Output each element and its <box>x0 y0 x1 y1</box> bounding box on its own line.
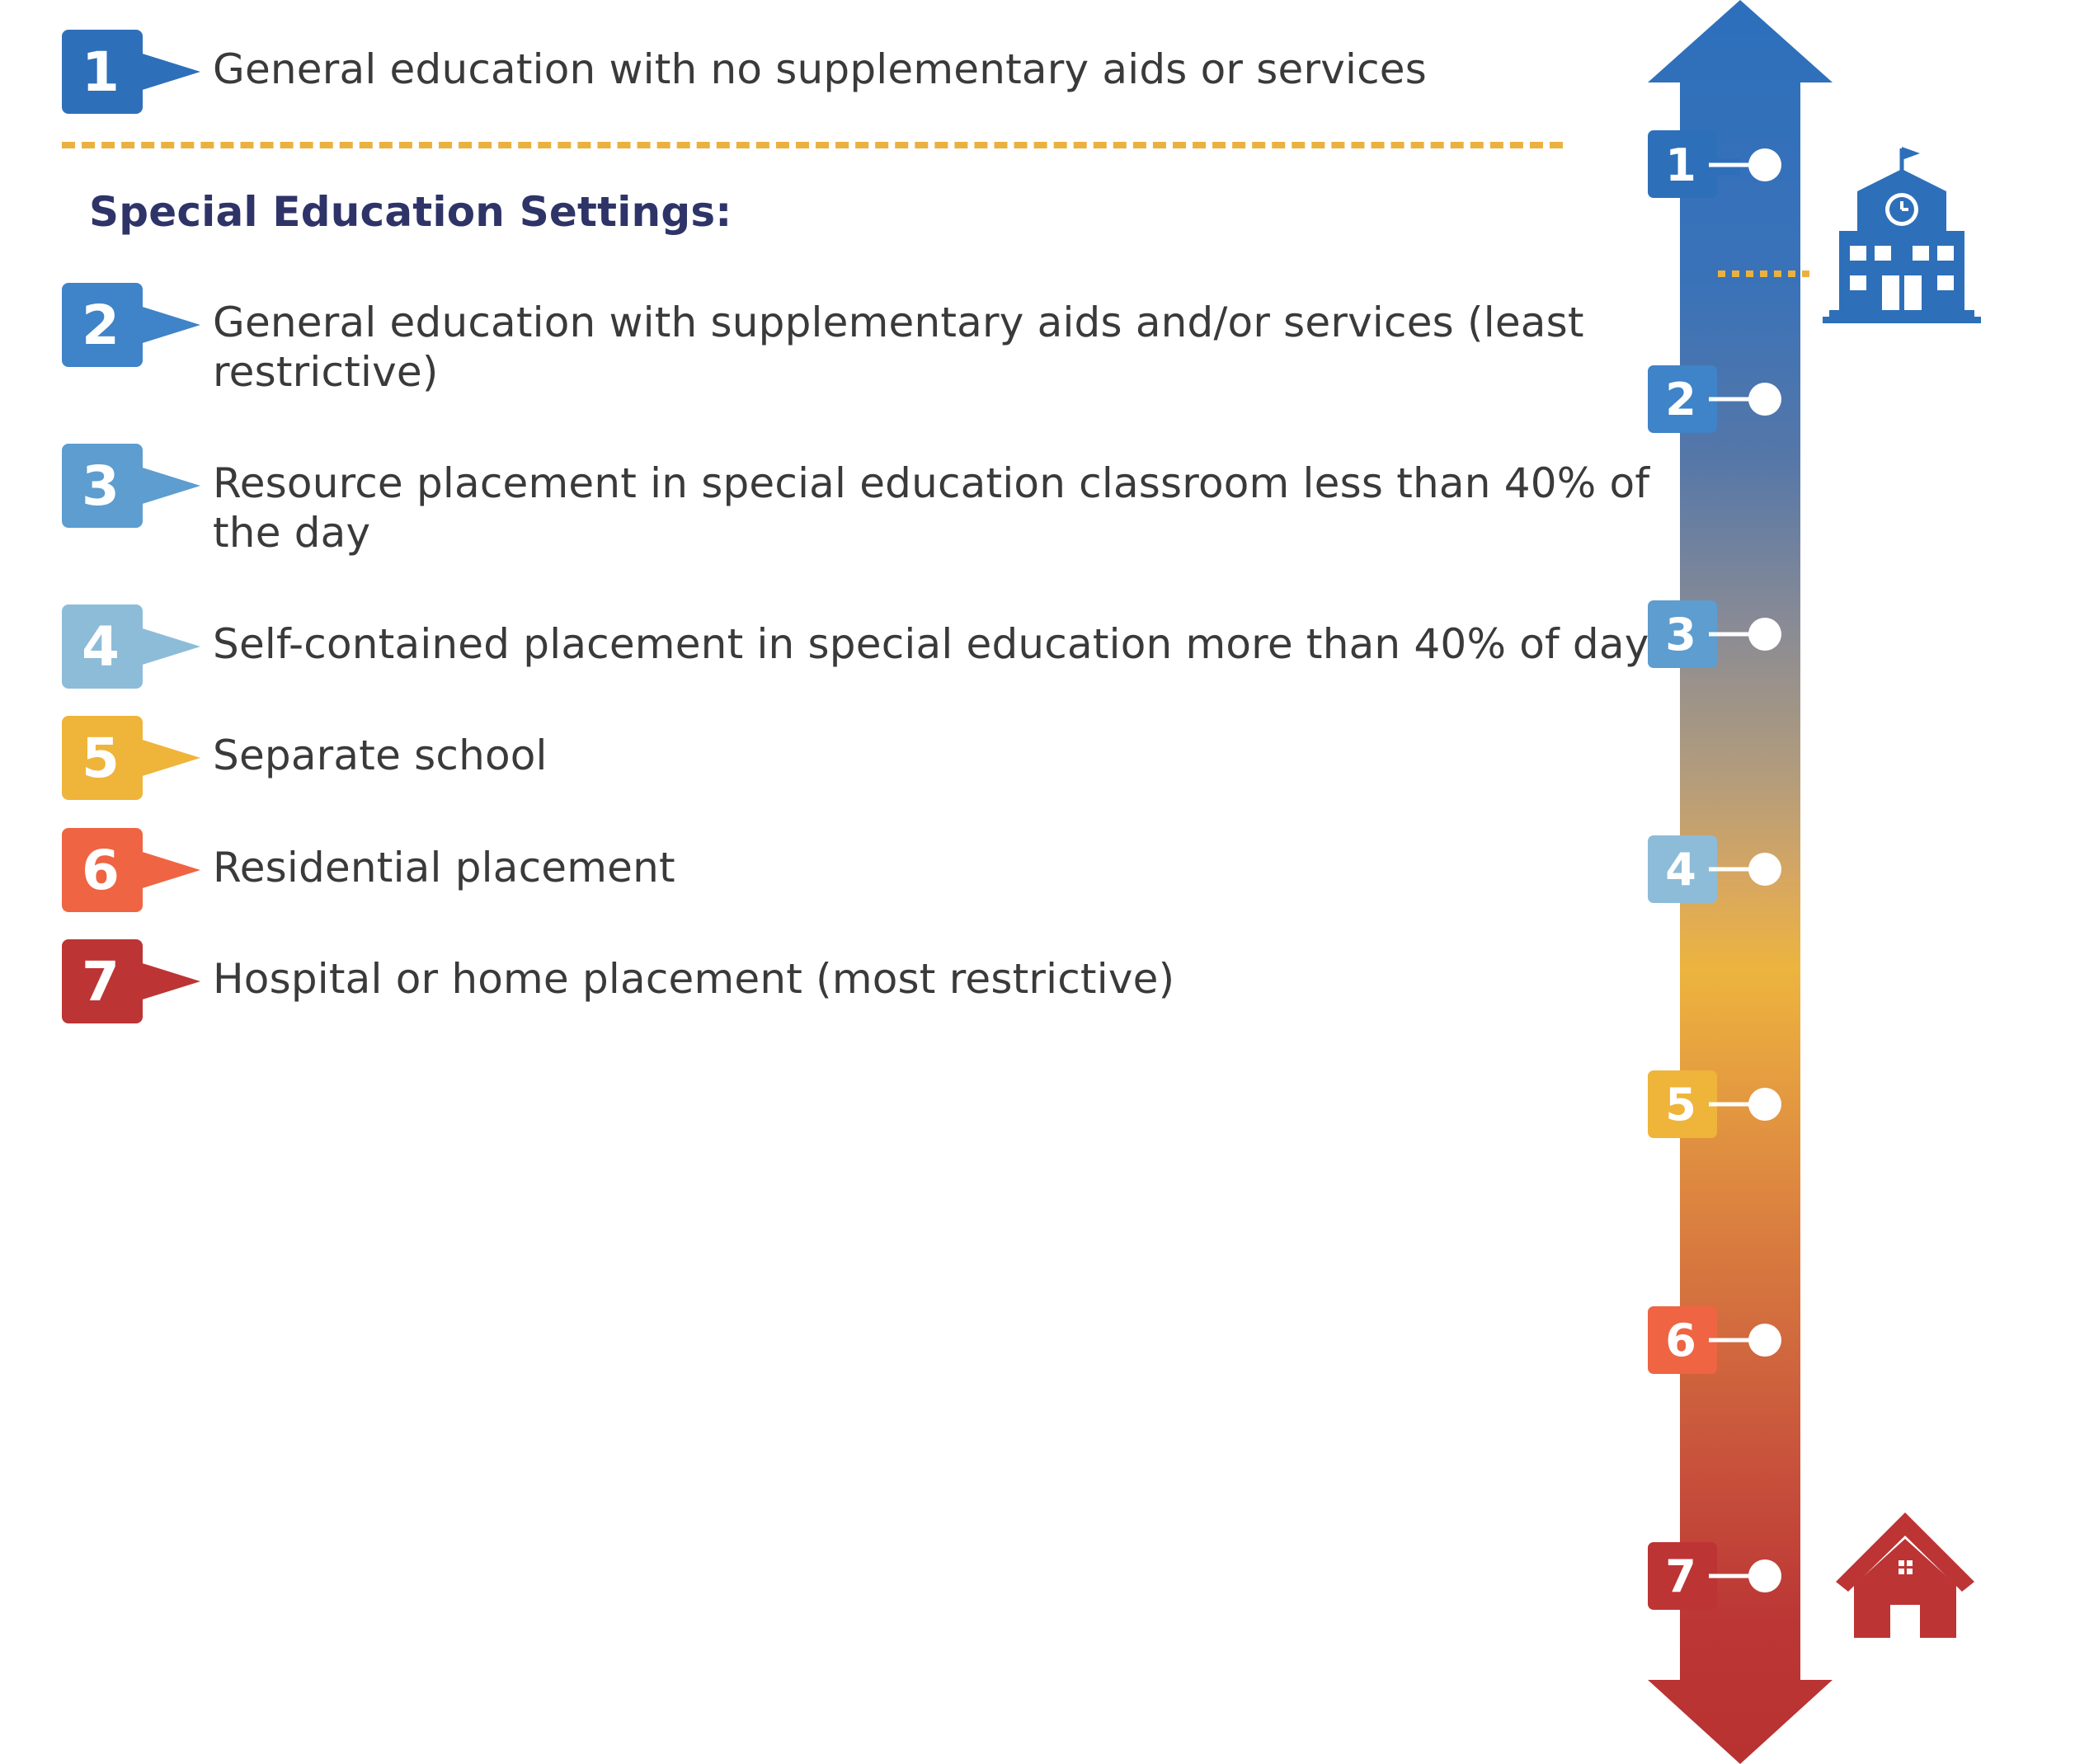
setting-label: Residential placement <box>213 844 675 891</box>
scale-marker-number: 7 <box>1665 1550 1696 1602</box>
scale-marker-5: 5 <box>1648 1070 1781 1138</box>
number-badge-3: 3 <box>62 444 200 528</box>
setting-label: General education with no supplementary … <box>213 45 1427 93</box>
setting-row-4: 4 Self-contained placement in special ed… <box>62 604 1730 689</box>
scale-marker-7: 7 <box>1648 1542 1781 1610</box>
setting-label: Separate school <box>213 731 548 779</box>
scale-marker-3: 3 <box>1648 600 1781 668</box>
number-badge-5: 5 <box>62 716 200 800</box>
setting-row-1: 1 General education with no supplementar… <box>62 30 1631 114</box>
badge-pointer <box>134 849 200 891</box>
setting-label: Hospital or home placement (most restric… <box>213 955 1175 1003</box>
badge-pointer <box>134 626 200 667</box>
scale-marker-number: 3 <box>1665 609 1696 661</box>
badge-pointer <box>134 51 200 92</box>
scale-marker-6: 6 <box>1648 1306 1781 1374</box>
setting-label: Self-contained placement in special educ… <box>213 620 1649 668</box>
badge-number: 6 <box>82 838 120 902</box>
setting-label: General education with supplementary aid… <box>213 299 1584 396</box>
setting-row-7: 7 Hospital or home placement (most restr… <box>62 939 1615 1023</box>
setting-row-5: 5 Separate school <box>62 716 1615 800</box>
badge-number: 5 <box>82 726 120 790</box>
number-badge-1: 1 <box>62 30 200 114</box>
badge-pointer <box>134 465 200 506</box>
badge-number: 3 <box>82 454 120 518</box>
scale-marker-2: 2 <box>1648 365 1781 433</box>
scale-marker-number: 6 <box>1665 1315 1696 1367</box>
badge-number: 4 <box>82 614 120 679</box>
setting-row-2: 2 General education with supplementary a… <box>62 283 1730 397</box>
number-badge-4: 4 <box>62 604 200 689</box>
badge-number: 7 <box>82 949 120 1014</box>
scale-marker-number: 2 <box>1665 374 1696 426</box>
badge-number: 1 <box>82 40 120 104</box>
scale-marker-number: 1 <box>1665 139 1696 191</box>
house-icon <box>1836 1512 1974 1638</box>
scale-marker-4: 4 <box>1648 835 1781 903</box>
number-badge-2: 2 <box>62 283 200 367</box>
number-badge-7: 7 <box>62 939 200 1023</box>
scale-marker-number: 4 <box>1665 844 1696 896</box>
setting-row-3: 3 Resource placement in special educatio… <box>62 444 1730 557</box>
badge-pointer <box>134 304 200 346</box>
restrictiveness-scale: 1 2 3 4 5 6 7 <box>1648 0 1981 1764</box>
badge-pointer <box>134 961 200 1002</box>
badge-pointer <box>134 737 200 779</box>
school-building-icon <box>1823 147 1981 323</box>
scale-marker-1: 1 <box>1648 130 1781 198</box>
setting-row-6: 6 Residential placement <box>62 828 1615 912</box>
badge-number: 2 <box>82 293 120 357</box>
scale-marker-number: 5 <box>1665 1079 1696 1131</box>
section-heading: Special Education Settings: <box>89 188 732 236</box>
dashed-divider <box>62 142 1563 148</box>
setting-label: Resource placement in special education … <box>213 459 1650 557</box>
number-badge-6: 6 <box>62 828 200 912</box>
